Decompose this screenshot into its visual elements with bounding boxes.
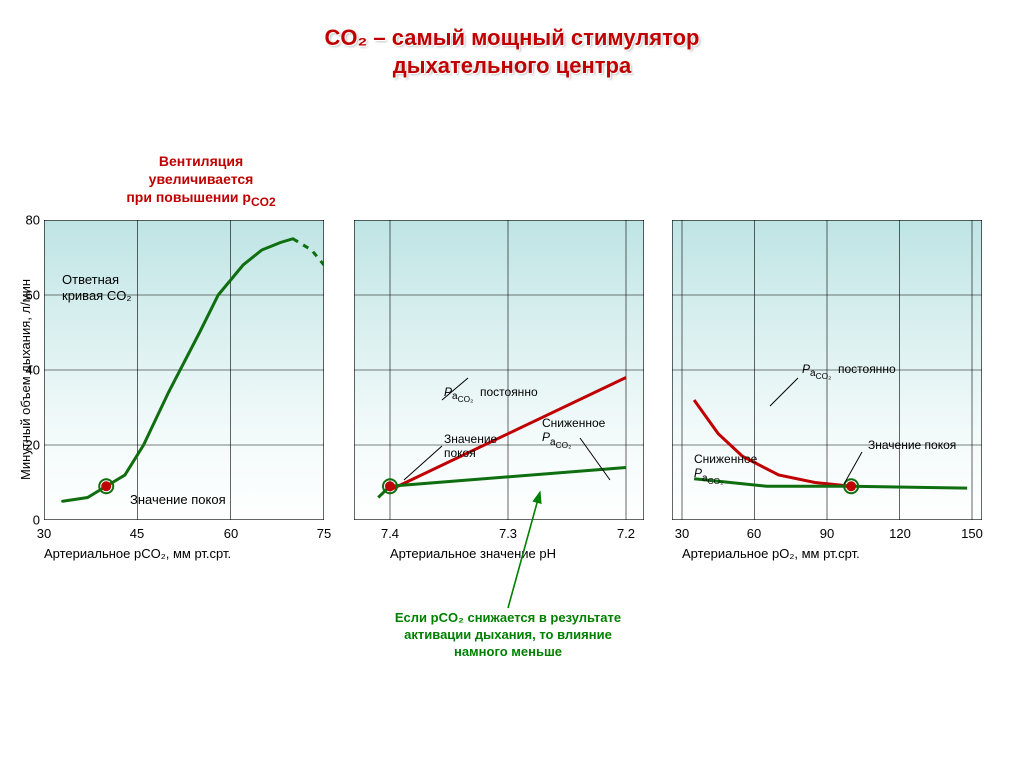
annot-paco2-const-3: PaCO₂ постоянно xyxy=(802,362,896,381)
annot-paco2-low-3: СниженноеPaCO₂ xyxy=(694,452,757,486)
chart-co2: Ответнаякривая CO₂ Значение покоя 30 45 … xyxy=(44,220,324,520)
xlabel-1: Артериальное pCO₂, мм рт.срт. xyxy=(44,546,231,561)
annot-rest-1: Значение покоя xyxy=(130,492,226,508)
panel1-header: Вентиляция увеличивается при повышении р… xyxy=(86,152,316,211)
annot-response-curve: Ответнаякривая CO₂ xyxy=(62,272,131,303)
annot-paco2-low-2: СниженноеPaCO₂ xyxy=(542,416,605,450)
page-title: CO₂ – самый мощный стимулятор дыхательно… xyxy=(0,24,1024,79)
xlabel-3: Артериальное pO₂, мм рт.срт. xyxy=(682,546,860,561)
title-line1: CO₂ – самый мощный стимулятор xyxy=(324,25,699,50)
annot-rest-3: Значение покоя xyxy=(868,438,956,452)
footnote: Если pCO₂ снижается в результате активац… xyxy=(348,610,668,661)
title-line2: дыхательного центра xyxy=(393,53,631,78)
chart-ph: PaCO₂ постоянно Значениепокоя СниженноеP… xyxy=(354,220,644,520)
chart-po2: PaCO₂ постоянно Значение покоя Сниженное… xyxy=(672,220,982,520)
xlabel-2: Артериальное значение pH xyxy=(390,546,556,561)
annot-paco2-const-2: PaCO₂ постоянно xyxy=(444,385,538,404)
chart-co2-svg xyxy=(44,220,324,520)
y-axis-ticks: 0 20 40 60 80 xyxy=(0,220,44,520)
chart-ph-svg xyxy=(354,220,644,520)
annot-rest-2: Значениепокоя xyxy=(444,432,497,461)
